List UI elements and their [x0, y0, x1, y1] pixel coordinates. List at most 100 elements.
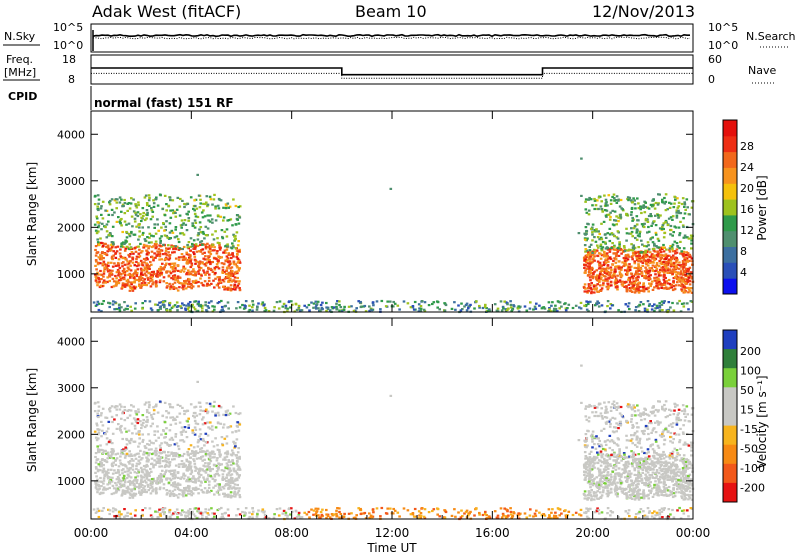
power-cell [142, 257, 146, 261]
power-cell [523, 305, 527, 308]
power-cell [595, 228, 598, 231]
velocity-cell [175, 442, 179, 445]
power-cell [203, 263, 206, 266]
power-cell [224, 251, 227, 254]
velocity-cell [102, 464, 105, 467]
power-cell [593, 197, 596, 201]
velocity-cell [586, 469, 590, 472]
velocity-cell [595, 456, 599, 459]
power-cell [128, 243, 131, 246]
power-cell [432, 301, 436, 304]
velocity-cell [127, 439, 131, 443]
power-cell [220, 229, 224, 232]
power-cell [685, 251, 688, 254]
power-cell [427, 304, 431, 307]
power-cell [653, 256, 656, 259]
power-cell [204, 255, 207, 258]
power-cell [135, 274, 139, 278]
velocity-cell [208, 454, 212, 457]
velocity-cell [647, 484, 650, 487]
power-cell [643, 222, 646, 225]
power-cell [585, 267, 589, 270]
velocity-cell [661, 477, 665, 480]
power-cell [623, 269, 627, 272]
power-cell [547, 301, 551, 304]
power-cell [657, 271, 660, 274]
power-cell [172, 245, 176, 248]
power-cell [658, 309, 662, 312]
power-cell [141, 273, 145, 276]
power-cell [343, 305, 346, 308]
power-cell [101, 302, 104, 305]
power-cell [210, 245, 214, 248]
power-cell [637, 289, 640, 292]
power-cell [134, 302, 137, 305]
power-cell [534, 307, 538, 310]
velocity-cell [628, 485, 631, 489]
power-cell [640, 270, 643, 273]
power-cell [100, 241, 103, 244]
velocity-cell [182, 474, 185, 477]
power-cell [355, 307, 358, 310]
power-cell [155, 284, 158, 287]
power-cell [133, 217, 137, 220]
power-cell [157, 269, 161, 272]
power-cell [640, 256, 644, 260]
velocity-cell [137, 452, 140, 455]
velocity-cell [684, 481, 687, 485]
velocity-cell [106, 457, 109, 460]
power-cell [625, 227, 628, 230]
power-cell [135, 260, 138, 264]
power-cell [651, 269, 654, 272]
power-cell [166, 285, 169, 288]
power-cell [260, 303, 264, 306]
power-cell [584, 248, 588, 251]
velocity-cell [142, 421, 145, 424]
velocity-cell [100, 462, 103, 465]
power-cell [598, 275, 601, 278]
power-cell [129, 269, 133, 272]
power-cell [599, 236, 603, 239]
power-cell [595, 287, 598, 290]
power-cell [588, 267, 591, 270]
power-cell [613, 281, 617, 284]
velocity-cell [166, 454, 170, 457]
velocity-cell [134, 420, 138, 423]
power-cell [614, 279, 617, 282]
power-cell [198, 250, 201, 253]
velocity-cell [635, 462, 638, 465]
power-cell [684, 274, 687, 278]
power-cell [216, 204, 220, 207]
velocity-cell [198, 435, 201, 438]
velocity-cell [174, 464, 178, 467]
power-cell [591, 226, 594, 229]
velocity-cell [95, 439, 99, 442]
power-cell [182, 265, 185, 268]
power-cell [173, 304, 177, 307]
velocity-cell [189, 452, 192, 455]
power-cell [172, 276, 176, 279]
power-cell [277, 307, 281, 310]
velocity-cell [236, 491, 240, 494]
power-cell [186, 271, 189, 274]
power-cell [168, 231, 172, 234]
power-cell [654, 254, 657, 257]
velocity-cell [125, 486, 129, 490]
power-cell [658, 259, 661, 263]
velocity-cell [105, 443, 109, 446]
velocity-cell [103, 475, 106, 478]
power-cell [154, 240, 158, 243]
power-cell [119, 278, 123, 282]
power-cell [155, 281, 158, 284]
power-cell [244, 300, 248, 303]
power-cell [209, 214, 212, 217]
velocity-cell [224, 466, 227, 469]
power-cell [216, 237, 219, 240]
power-cell [648, 267, 651, 270]
power-cell [585, 249, 589, 252]
velocity-cell [178, 421, 182, 424]
power-cell [150, 309, 154, 312]
power-cell [203, 280, 207, 283]
velocity-cell [111, 432, 115, 435]
velocity-cell [197, 473, 201, 476]
